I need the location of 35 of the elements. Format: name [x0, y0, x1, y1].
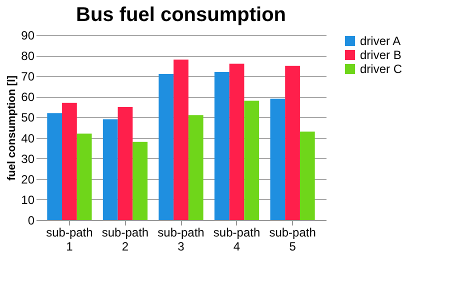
bar: [300, 132, 315, 220]
x-tick-label: sub-path 4: [213, 226, 260, 254]
bar: [62, 102, 77, 220]
legend-label: driver B: [360, 48, 402, 62]
y-axis-title: fuel consumption [l]: [6, 75, 18, 181]
bar: [158, 74, 174, 220]
bar: [229, 64, 244, 220]
bar: [244, 100, 260, 220]
bar: [102, 119, 118, 220]
legend-label: driver C: [360, 62, 402, 76]
bar: [174, 60, 188, 220]
bar: [285, 66, 300, 220]
y-tick-label: 0: [28, 214, 35, 228]
y-tick-label: 80: [21, 49, 35, 64]
bar: [47, 113, 62, 220]
bar: [214, 72, 230, 220]
y-tick-label: 90: [21, 28, 35, 42]
y-tick-label: 50: [21, 110, 35, 125]
x-tick-label: sub-path 5: [269, 226, 316, 254]
bar: [118, 106, 133, 220]
chart-title: Bus fuel consumption: [76, 4, 286, 26]
y-tick-label: 70: [21, 70, 35, 84]
legend-label: driver A: [360, 34, 401, 48]
y-tick-label: 10: [21, 192, 35, 207]
bar: [132, 142, 148, 220]
x-tick-label: sub-path 3: [158, 226, 204, 254]
y-tick-label: 60: [21, 90, 35, 104]
y-tick-label: 20: [21, 172, 35, 186]
x-tick-label: sub-path 2: [102, 226, 149, 254]
y-tick-label: 40: [21, 131, 35, 146]
y-tick-label: 30: [21, 152, 35, 166]
x-tick-label: sub-path 1: [46, 226, 93, 254]
bar: [76, 134, 92, 220]
bar: [270, 98, 286, 220]
bar: [188, 115, 204, 220]
